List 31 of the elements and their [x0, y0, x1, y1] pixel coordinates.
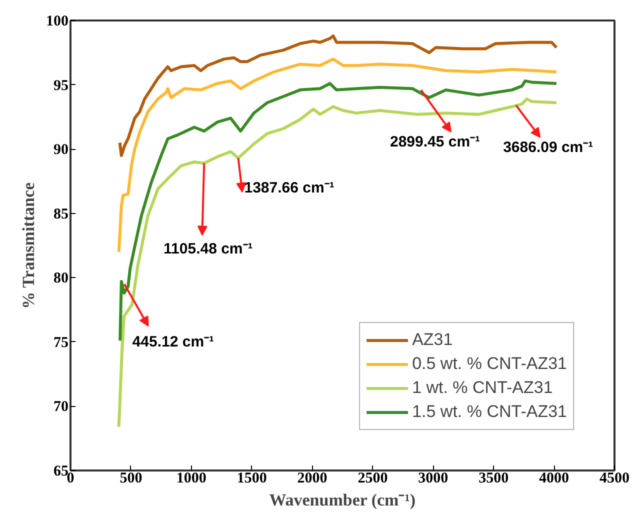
- x-tick-label: 1000: [176, 470, 206, 486]
- x-tick-label: 4000: [539, 470, 570, 486]
- x-tick-label: 3000: [418, 470, 448, 486]
- legend-label: AZ31: [412, 329, 453, 351]
- y-tick-label: 85: [54, 206, 68, 222]
- legend-label: 1.5 wt. % CNT-AZ31: [412, 401, 567, 423]
- legend-label: 1 wt. % CNT-AZ31: [412, 377, 553, 399]
- annotation: 1105.48 cm⁻¹: [164, 240, 253, 258]
- y-tick-label: 80: [54, 270, 68, 287]
- y-tick-label: 70: [54, 399, 68, 416]
- annotation: 1387.66 cm⁻¹: [244, 180, 334, 197]
- x-tick-label: 2500: [358, 470, 388, 486]
- x-axis-title: Wavenumber (cm⁻¹): [269, 490, 416, 510]
- y-tick-label: 90: [54, 142, 68, 158]
- x-tick-label: 1500: [236, 470, 267, 486]
- x-tick-label: 3500: [478, 470, 509, 486]
- x-tick-label: 2000: [297, 470, 328, 486]
- legend-label: 0.5 wt. % CNT-AZ31: [412, 353, 567, 375]
- y-axis-title: % Transmittance: [19, 182, 38, 309]
- x-tick-label: 500: [120, 470, 142, 486]
- y-tick-label: 95: [54, 78, 68, 94]
- line-series: [118, 34, 558, 157]
- line-series: [117, 58, 558, 254]
- y-tick-label: 65: [54, 464, 68, 480]
- annotation: 3686.09 cm⁻¹: [503, 138, 594, 156]
- y-tick-label: 100: [46, 14, 68, 30]
- annotation: 445.12 cm⁻¹: [132, 334, 214, 351]
- annotation: 2899.45 cm⁻¹: [390, 133, 480, 150]
- y-tick-label: 75: [54, 334, 68, 351]
- x-tick-label: 0: [66, 470, 74, 486]
- x-tick-label: 4500: [600, 470, 630, 486]
